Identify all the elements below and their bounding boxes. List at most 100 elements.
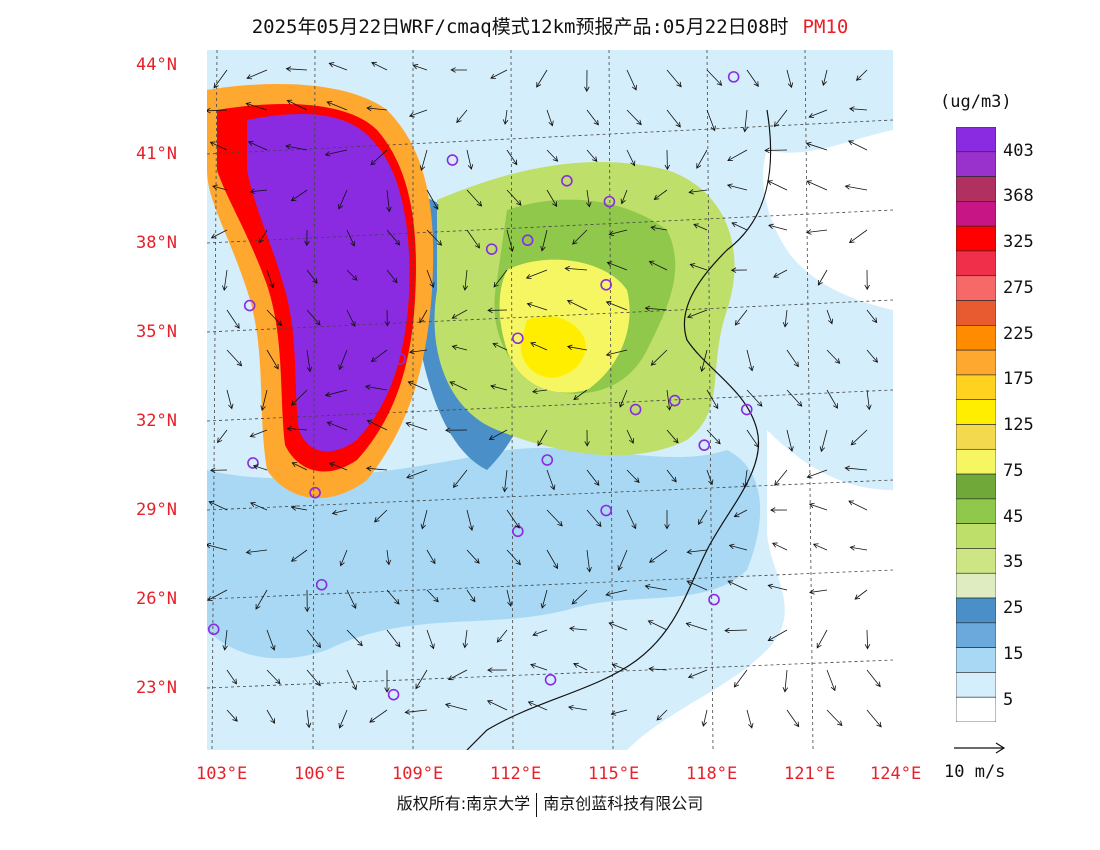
wind-arrow: [666, 69, 682, 88]
legend-color-block: [956, 151, 996, 177]
wind-arrow: [290, 389, 308, 406]
wind-arrow: [209, 467, 228, 474]
wind-arrow: [420, 509, 428, 530]
wind-arrow: [816, 629, 828, 649]
wind-arrow: [258, 229, 268, 244]
city-marker: [207, 623, 220, 636]
city-marker: [394, 353, 406, 365]
wind-arrow: [324, 389, 348, 398]
wind-arrow: [286, 426, 308, 432]
wind-arrow: [331, 509, 348, 516]
wind-arrow: [644, 584, 668, 591]
wind-arrow: [866, 309, 878, 324]
wind-arrow: [571, 589, 588, 605]
wind-arrow: [608, 229, 628, 237]
wind-arrow: [337, 189, 348, 210]
legend-label-275: 275: [1003, 278, 1034, 298]
pm10-map: [207, 50, 893, 750]
wind-arrow: [648, 666, 668, 672]
wind-arrow: [805, 142, 828, 151]
wind-arrow: [527, 701, 548, 711]
wind-arrow: [466, 589, 476, 603]
wind-arrow: [698, 509, 708, 525]
wind-arrow: [706, 109, 716, 132]
wind-arrow: [653, 189, 668, 200]
wind-arrow: [306, 309, 321, 326]
wind-arrow: [216, 429, 228, 444]
wind-arrow: [246, 69, 268, 80]
wind-arrow: [866, 389, 872, 411]
wind-arrow: [866, 709, 882, 728]
wind-arrow: [426, 589, 439, 603]
wind-arrow: [696, 149, 708, 169]
wind-arrow: [610, 709, 628, 716]
legend-color-block: [956, 225, 996, 252]
wind-arrow: [648, 260, 668, 271]
wind-arrow: [466, 509, 474, 531]
wind-arrow: [486, 700, 508, 711]
wind-arrow: [728, 543, 748, 551]
wind-arrow: [447, 669, 468, 681]
legend-label-45: 45: [1003, 507, 1024, 527]
wind-arrow: [746, 709, 754, 729]
city-marker: [315, 578, 328, 591]
wind-arrow: [564, 265, 588, 272]
wind-arrow: [864, 269, 870, 291]
wind-arrow: [656, 709, 668, 721]
legend-color-block: [956, 300, 996, 326]
wind-arrow: [706, 69, 723, 86]
wind-arrow: [605, 349, 628, 357]
legend-color-block: [956, 696, 996, 722]
wind-arrow: [328, 462, 348, 471]
wind-arrow: [812, 543, 828, 551]
legend-color-block: [956, 275, 996, 301]
legend-label-325: 325: [1003, 232, 1034, 252]
wind-arrow: [746, 389, 763, 407]
wind-arrow: [686, 580, 708, 591]
wind-arrow: [213, 69, 228, 89]
wind-arrow: [207, 107, 228, 114]
wind-arrow: [626, 509, 637, 530]
wind-arrow: [649, 549, 668, 563]
wind-arrow: [586, 469, 600, 486]
wind-arrow: [452, 469, 468, 488]
lon-label-124: 124°E: [870, 764, 922, 784]
wind-arrow: [733, 669, 748, 688]
wind-arrow: [374, 509, 388, 523]
legend-color-block: [956, 672, 996, 698]
wind-arrow: [415, 669, 428, 690]
wind-arrow: [426, 189, 439, 210]
wind-arrow: [212, 184, 228, 191]
legend-color-block: [956, 201, 996, 227]
wind-arrow: [724, 627, 748, 634]
wind-arrow: [490, 69, 508, 79]
wind-arrow: [226, 309, 240, 329]
legend-color-block: [956, 325, 996, 351]
city-marker: [541, 454, 554, 466]
wind-arrow: [855, 69, 868, 81]
wind-arrow: [854, 589, 868, 600]
wind-arrow: [727, 580, 748, 591]
city-marker: [521, 234, 534, 247]
legend-label-35: 35: [1003, 552, 1024, 572]
wind-arrow: [617, 549, 628, 571]
wind-arrow: [844, 465, 868, 472]
wind-arrow: [727, 149, 748, 161]
city-marker: [561, 175, 573, 187]
wind-arrow: [537, 429, 548, 447]
wind-arrow: [252, 464, 268, 471]
wind-arrow: [606, 261, 628, 271]
wind-arrow: [426, 629, 435, 650]
wind-arrow: [767, 180, 788, 191]
city-marker: [600, 278, 612, 291]
wind-arrow: [207, 542, 228, 551]
legend-color-block: [956, 448, 996, 475]
lat-label-26: 26°N: [136, 589, 177, 609]
wind-arrow: [687, 669, 708, 679]
wind-arrow: [488, 429, 508, 440]
wind-arrow: [370, 149, 388, 166]
city-marker: [603, 195, 616, 208]
legend-label-15: 15: [1003, 644, 1024, 664]
wind-arrow: [532, 629, 548, 637]
pm-band-125: [520, 316, 586, 378]
